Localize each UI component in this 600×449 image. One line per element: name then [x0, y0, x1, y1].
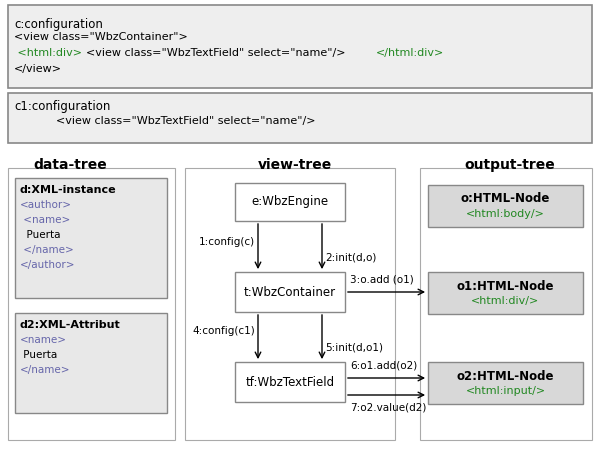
Bar — [15, 313, 167, 413]
Text: c:configuration: c:configuration — [14, 18, 103, 31]
Text: <view class="WbzTextField" select="name"/>: <view class="WbzTextField" select="name"… — [14, 116, 316, 126]
Bar — [8, 93, 592, 143]
Bar — [428, 272, 583, 314]
Bar — [8, 168, 175, 440]
Bar — [420, 168, 592, 440]
Text: <html:div/>: <html:div/> — [472, 296, 539, 306]
Text: o2:HTML-Node: o2:HTML-Node — [457, 370, 554, 383]
Text: 5:init(d,o1): 5:init(d,o1) — [325, 343, 383, 353]
Text: 2:init(d,o): 2:init(d,o) — [325, 253, 376, 263]
Bar — [428, 362, 583, 404]
Text: e:WbzEngine: e:WbzEngine — [251, 195, 329, 208]
Bar — [185, 168, 395, 440]
Bar — [15, 178, 167, 298]
Text: 3:o.add (o1): 3:o.add (o1) — [350, 275, 414, 285]
Text: <html:input/>: <html:input/> — [466, 386, 545, 396]
Text: output-tree: output-tree — [464, 158, 556, 172]
Text: d:XML-instance: d:XML-instance — [20, 185, 116, 195]
Bar — [235, 362, 345, 402]
Bar — [428, 185, 583, 227]
Text: d2:XML-Attribut: d2:XML-Attribut — [20, 320, 121, 330]
Bar — [235, 272, 345, 312]
Text: <author>: <author> — [20, 200, 72, 210]
Text: Puerta: Puerta — [20, 350, 57, 360]
Text: o1:HTML-Node: o1:HTML-Node — [457, 279, 554, 292]
Text: <view class="WbzContainer">: <view class="WbzContainer"> — [14, 32, 188, 42]
Text: </name>: </name> — [20, 365, 71, 375]
Text: 7:o2.value(d2): 7:o2.value(d2) — [350, 403, 427, 413]
Text: data-tree: data-tree — [33, 158, 107, 172]
Text: c1:configuration: c1:configuration — [14, 100, 110, 113]
Bar — [8, 5, 592, 88]
Text: <html:div>: <html:div> — [14, 48, 82, 58]
Text: view-tree: view-tree — [258, 158, 332, 172]
Bar — [235, 183, 345, 221]
Text: 4:config(c1): 4:config(c1) — [192, 326, 255, 336]
Text: Puerta: Puerta — [20, 230, 61, 240]
Text: 1:config(c): 1:config(c) — [199, 237, 255, 247]
Text: tf:WbzTextField: tf:WbzTextField — [245, 375, 335, 388]
Text: <name>: <name> — [20, 335, 67, 345]
Text: </name>: </name> — [20, 245, 74, 255]
Text: <html:body/>: <html:body/> — [466, 209, 545, 219]
Text: t:WbzContainer: t:WbzContainer — [244, 286, 336, 299]
Text: <name>: <name> — [20, 215, 70, 225]
Text: </html:div>: </html:div> — [376, 48, 444, 58]
Text: </view>: </view> — [14, 64, 62, 74]
Text: 6:o1.add(o2): 6:o1.add(o2) — [350, 361, 417, 371]
Text: </author>: </author> — [20, 260, 76, 270]
Text: o:HTML-Node: o:HTML-Node — [461, 193, 550, 206]
Text: <view class="WbzTextField" select="name"/>: <view class="WbzTextField" select="name"… — [86, 48, 346, 58]
